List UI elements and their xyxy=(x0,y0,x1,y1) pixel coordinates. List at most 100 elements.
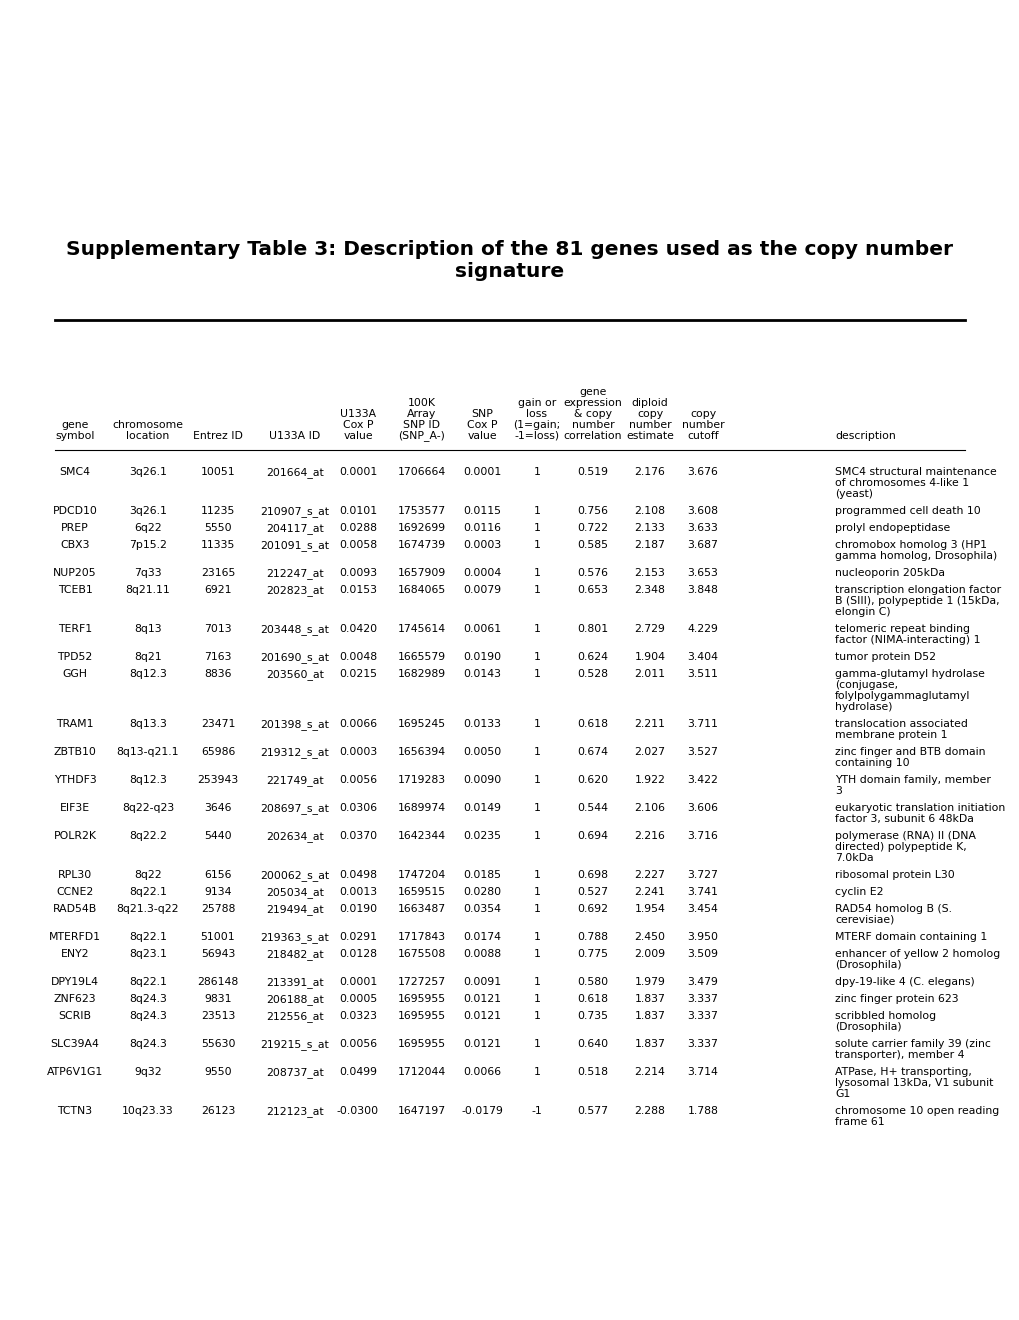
Text: 9550: 9550 xyxy=(204,1067,231,1077)
Text: 0.0143: 0.0143 xyxy=(463,669,500,678)
Text: transporter), member 4: transporter), member 4 xyxy=(835,1049,964,1060)
Text: 8836: 8836 xyxy=(204,669,231,678)
Text: telomeric repeat binding: telomeric repeat binding xyxy=(835,624,969,634)
Text: 8q24.3: 8q24.3 xyxy=(129,1039,167,1049)
Text: 0.0190: 0.0190 xyxy=(463,652,500,663)
Text: 210907_s_at: 210907_s_at xyxy=(260,506,329,517)
Text: -0.0179: -0.0179 xyxy=(461,1106,502,1115)
Text: ENY2: ENY2 xyxy=(61,949,90,960)
Text: 0.0088: 0.0088 xyxy=(463,949,500,960)
Text: 205034_at: 205034_at xyxy=(266,887,324,898)
Text: 1: 1 xyxy=(533,585,540,595)
Text: 7q33: 7q33 xyxy=(135,568,162,578)
Text: 8q22.1: 8q22.1 xyxy=(129,977,167,987)
Text: cerevisiae): cerevisiae) xyxy=(835,915,894,925)
Text: 201664_at: 201664_at xyxy=(266,467,324,478)
Text: 1.837: 1.837 xyxy=(634,1039,664,1049)
Text: 0.0323: 0.0323 xyxy=(338,1011,377,1020)
Text: 0.0090: 0.0090 xyxy=(463,775,500,785)
Text: 0.0001: 0.0001 xyxy=(338,467,377,477)
Text: 0.756: 0.756 xyxy=(577,506,608,516)
Text: 202823_at: 202823_at xyxy=(266,585,324,595)
Text: 1: 1 xyxy=(533,624,540,634)
Text: 0.0291: 0.0291 xyxy=(338,932,377,942)
Text: 0.674: 0.674 xyxy=(577,747,608,756)
Text: 3.950: 3.950 xyxy=(687,932,717,942)
Text: 1: 1 xyxy=(533,523,540,533)
Text: 23513: 23513 xyxy=(201,1011,235,1020)
Text: programmed cell death 10: programmed cell death 10 xyxy=(835,506,980,516)
Text: SCRIB: SCRIB xyxy=(58,1011,92,1020)
Text: TCTN3: TCTN3 xyxy=(57,1106,93,1115)
Text: 0.618: 0.618 xyxy=(577,719,608,729)
Text: 1.954: 1.954 xyxy=(634,904,664,913)
Text: 0.0056: 0.0056 xyxy=(338,775,377,785)
Text: containing 10: containing 10 xyxy=(835,758,909,768)
Text: solute carrier family 39 (zinc: solute carrier family 39 (zinc xyxy=(835,1039,989,1049)
Text: 0.518: 0.518 xyxy=(577,1067,608,1077)
Text: 8q13-q21.1: 8q13-q21.1 xyxy=(116,747,179,756)
Text: gamma homolog, Drosophila): gamma homolog, Drosophila) xyxy=(835,550,997,561)
Text: value: value xyxy=(342,432,373,441)
Text: (yeast): (yeast) xyxy=(835,488,872,499)
Text: 2.211: 2.211 xyxy=(634,719,664,729)
Text: 5440: 5440 xyxy=(204,832,231,841)
Text: 1: 1 xyxy=(533,887,540,898)
Text: 212247_at: 212247_at xyxy=(266,568,323,579)
Text: 201690_s_at: 201690_s_at xyxy=(260,652,329,663)
Text: of chromosomes 4-like 1: of chromosomes 4-like 1 xyxy=(835,478,968,488)
Text: estimate: estimate xyxy=(626,432,674,441)
Text: 0.576: 0.576 xyxy=(577,568,608,578)
Text: 2.729: 2.729 xyxy=(634,624,664,634)
Text: 221749_at: 221749_at xyxy=(266,775,323,785)
Text: 1663487: 1663487 xyxy=(397,904,445,913)
Text: 1692699: 1692699 xyxy=(397,523,445,533)
Text: gamma-glutamyl hydrolase: gamma-glutamyl hydrolase xyxy=(835,669,984,678)
Text: 0.0003: 0.0003 xyxy=(463,540,500,550)
Text: symbol: symbol xyxy=(55,432,95,441)
Text: 1: 1 xyxy=(533,1039,540,1049)
Text: 0.0288: 0.0288 xyxy=(338,523,377,533)
Text: 3.337: 3.337 xyxy=(687,1011,717,1020)
Text: (Drosophila): (Drosophila) xyxy=(835,1022,901,1032)
Text: translocation associated: translocation associated xyxy=(835,719,967,729)
Text: 8q22-q23: 8q22-q23 xyxy=(121,803,174,813)
Text: 0.775: 0.775 xyxy=(577,949,608,960)
Text: number: number xyxy=(571,420,613,430)
Text: POLR2K: POLR2K xyxy=(53,832,97,841)
Text: 3.653: 3.653 xyxy=(687,568,717,578)
Text: 0.527: 0.527 xyxy=(577,887,608,898)
Text: 1: 1 xyxy=(533,932,540,942)
Text: value: value xyxy=(467,432,496,441)
Text: 9q32: 9q32 xyxy=(135,1067,162,1077)
Text: 3.716: 3.716 xyxy=(687,832,717,841)
Text: -1=loss): -1=loss) xyxy=(514,432,559,441)
Text: zinc finger and BTB domain: zinc finger and BTB domain xyxy=(835,747,984,756)
Text: 1642344: 1642344 xyxy=(397,832,445,841)
Text: 0.544: 0.544 xyxy=(577,803,608,813)
Text: 2.027: 2.027 xyxy=(634,747,664,756)
Text: 2.011: 2.011 xyxy=(634,669,664,678)
Text: 8q22.1: 8q22.1 xyxy=(129,932,167,942)
Text: copy: copy xyxy=(689,409,715,418)
Text: MTERFD1: MTERFD1 xyxy=(49,932,101,942)
Text: 1: 1 xyxy=(533,652,540,663)
Text: 100K: 100K xyxy=(408,399,435,408)
Text: 3.676: 3.676 xyxy=(687,467,717,477)
Text: 0.0093: 0.0093 xyxy=(338,568,377,578)
Text: 65986: 65986 xyxy=(201,747,235,756)
Text: 213391_at: 213391_at xyxy=(266,977,323,987)
Text: 3.711: 3.711 xyxy=(687,719,717,729)
Text: 8q12.3: 8q12.3 xyxy=(129,669,167,678)
Text: gene: gene xyxy=(579,387,606,397)
Text: 219363_s_at: 219363_s_at xyxy=(261,932,329,942)
Text: 1.979: 1.979 xyxy=(634,977,664,987)
Text: SMC4 structural maintenance: SMC4 structural maintenance xyxy=(835,467,996,477)
Text: 0.0050: 0.0050 xyxy=(463,747,500,756)
Text: 0.0420: 0.0420 xyxy=(338,624,377,634)
Text: 0.698: 0.698 xyxy=(577,870,608,880)
Text: 8q21: 8q21 xyxy=(135,652,162,663)
Text: 0.735: 0.735 xyxy=(577,1011,608,1020)
Text: 0.0235: 0.0235 xyxy=(463,832,500,841)
Text: gene: gene xyxy=(61,420,89,430)
